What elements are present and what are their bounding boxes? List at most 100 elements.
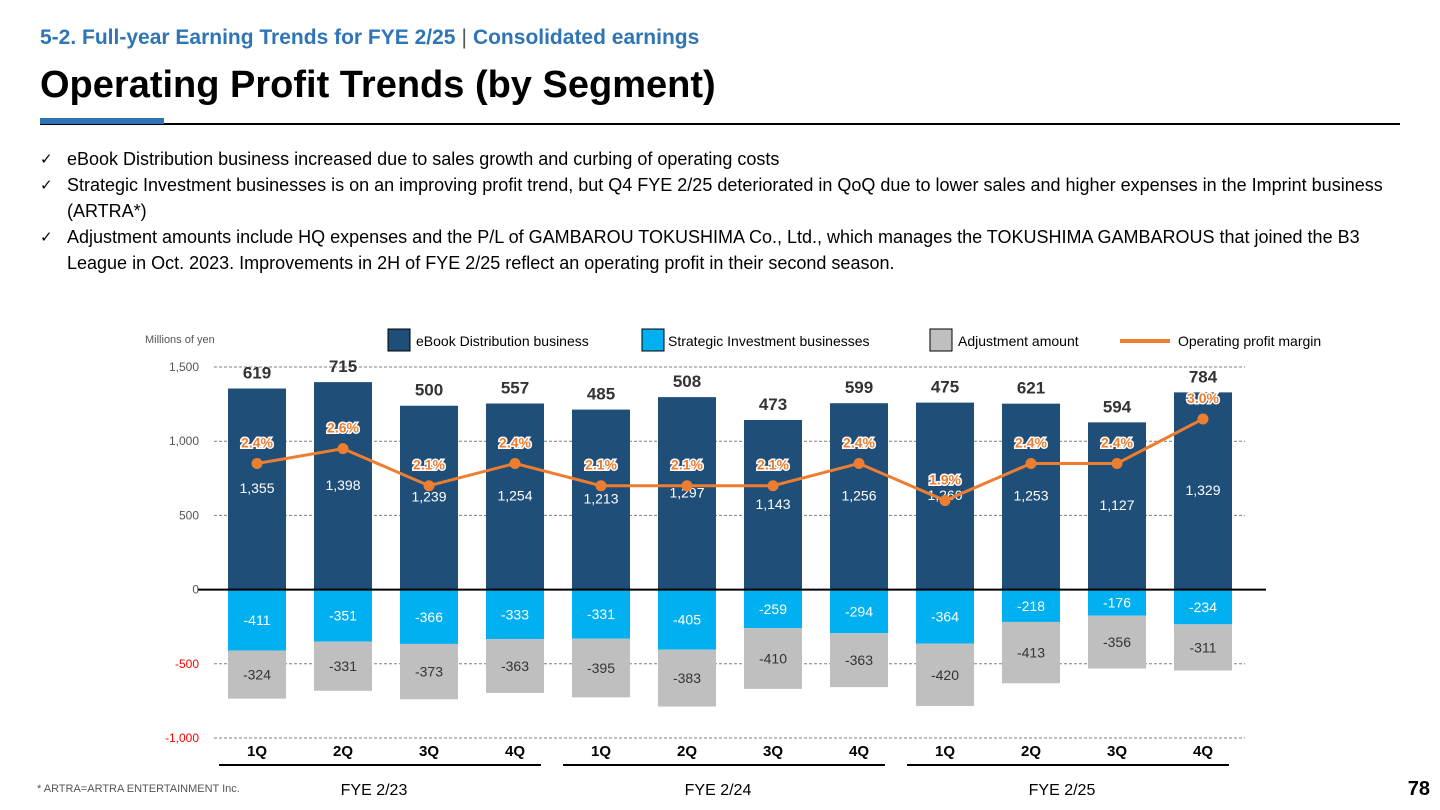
- label-adjustment: -420: [931, 667, 959, 683]
- section-header: 5-2. Full-year Earning Trends for FYE 2/…: [40, 26, 699, 50]
- bar-strategic-investment: [314, 589, 372, 642]
- bar-adjustment: [744, 628, 802, 689]
- margin-label: 2.1%: [671, 457, 703, 473]
- label-strategic-investment: -364: [931, 609, 959, 625]
- bar-adjustment: [1088, 615, 1146, 669]
- bar-ebook: [314, 382, 372, 590]
- bar-adjustment: [1174, 624, 1232, 671]
- label-strategic-investment: -333: [501, 606, 529, 622]
- label-strategic-investment: -351: [329, 608, 357, 624]
- legend-swatch: [387, 328, 411, 352]
- margin-point: [939, 495, 951, 507]
- legend-label: eBook Distribution business: [416, 333, 589, 349]
- label-ebook: 1,213: [583, 491, 618, 507]
- label-strategic-investment: -176: [1103, 595, 1131, 611]
- bar-adjustment: [1002, 621, 1060, 684]
- label-ebook: 1,256: [841, 487, 876, 503]
- group-label: FYE 2/25: [1029, 782, 1096, 799]
- bar-adjustment: [486, 639, 544, 693]
- bar-strategic-investment: [228, 589, 286, 651]
- bar-adjustment: [658, 649, 716, 707]
- label-adjustment: -311: [1190, 639, 1217, 655]
- x-tick-label: 3Q: [419, 743, 439, 760]
- margin-point: [423, 480, 435, 492]
- label-ebook: 1,143: [755, 496, 790, 512]
- bullet-text: eBook Distribution business increased du…: [67, 149, 780, 169]
- legend-label: Adjustment amount: [958, 333, 1079, 349]
- margin-point: [1025, 457, 1037, 469]
- label-adjustment: -356: [1103, 634, 1131, 650]
- y-tick-label: -1,000: [165, 731, 199, 745]
- bar-ebook: [572, 409, 630, 590]
- margin-point: [251, 457, 263, 469]
- margin-label: 1.9%: [929, 472, 961, 488]
- bar-strategic-investment: [744, 589, 802, 629]
- bar-strategic-investment: [916, 589, 974, 644]
- label-total: 475: [931, 378, 959, 397]
- bullet-item: ✓ eBook Distribution business increased d…: [40, 146, 1410, 172]
- label-adjustment: -410: [759, 650, 787, 666]
- margin-point: [595, 480, 607, 492]
- x-tick-label: 3Q: [763, 743, 783, 760]
- margin-point: [1111, 457, 1123, 469]
- label-total: 619: [243, 364, 271, 383]
- margin-point: [1197, 413, 1209, 425]
- bar-ebook: [486, 403, 544, 590]
- y-axis-label: Millions of yen: [145, 334, 215, 346]
- bullet-item: ✓ Strategic Investment businesses is on a…: [40, 172, 1410, 224]
- label-total: 473: [759, 395, 787, 414]
- bar-adjustment: [830, 633, 888, 688]
- label-adjustment: -395: [587, 660, 615, 676]
- check-mark-icon: ✓: [40, 228, 53, 246]
- label-total: 508: [673, 372, 701, 391]
- margin-label: 2.4%: [241, 434, 273, 450]
- check-mark-icon: ✓: [40, 176, 53, 194]
- margin-label: 2.4%: [499, 434, 531, 450]
- label-ebook: 1,355: [239, 480, 274, 496]
- bar-ebook: [830, 403, 888, 590]
- bar-strategic-investment: [486, 589, 544, 640]
- label-total: 784: [1189, 367, 1218, 386]
- y-tick-label: 500: [179, 508, 199, 522]
- label-strategic-investment: -331: [587, 606, 615, 622]
- label-strategic-investment: -218: [1017, 598, 1045, 614]
- label-adjustment: -383: [673, 670, 701, 686]
- bar-adjustment: [916, 643, 974, 706]
- page-title: Operating Profit Trends (by Segment): [40, 64, 716, 106]
- legend-swatch: [641, 328, 665, 352]
- subsection-title: Consolidated earnings: [472, 26, 700, 49]
- label-total: 500: [415, 381, 443, 400]
- label-total: 485: [587, 385, 615, 404]
- legend-swatch: [929, 328, 953, 352]
- label-ebook: 1,253: [1013, 488, 1048, 504]
- footnote: * ARTRA=ARTRA ENTERTAINMENT Inc.: [37, 783, 240, 795]
- x-tick-label: 2Q: [333, 743, 353, 760]
- y-tick-label: 0: [192, 583, 199, 597]
- header-separator: |: [461, 26, 467, 49]
- label-total: 621: [1017, 379, 1045, 398]
- label-adjustment: -324: [243, 667, 271, 683]
- title-rule-accent: [40, 118, 164, 124]
- y-tick-label: -500: [175, 657, 199, 671]
- label-strategic-investment: -366: [415, 609, 443, 625]
- label-adjustment: -373: [415, 664, 443, 680]
- bullet-item: ✓ Adjustment amounts include HQ expenses …: [40, 224, 1410, 276]
- y-tick-label: 1,000: [169, 434, 199, 448]
- bar-ebook: [1002, 403, 1060, 590]
- check-mark-icon: ✓: [40, 150, 53, 168]
- margin-label: 3.0%: [1187, 390, 1219, 406]
- group-label: FYE 2/24: [685, 782, 752, 799]
- x-tick-label: 2Q: [1021, 743, 1041, 760]
- bar-adjustment: [228, 650, 286, 699]
- bar-strategic-investment: [830, 589, 888, 634]
- margin-label: 2.1%: [413, 457, 445, 473]
- bar-ebook: [228, 388, 286, 590]
- label-total: 599: [845, 378, 873, 397]
- bar-ebook: [1088, 422, 1146, 590]
- x-tick-label: 3Q: [1107, 743, 1127, 760]
- label-adjustment: -331: [329, 658, 357, 674]
- margin-line: [256, 417, 1204, 503]
- label-strategic-investment: -294: [845, 603, 873, 619]
- bullet-list: ✓ eBook Distribution business increased d…: [40, 146, 1410, 276]
- x-tick-label: 4Q: [505, 743, 525, 760]
